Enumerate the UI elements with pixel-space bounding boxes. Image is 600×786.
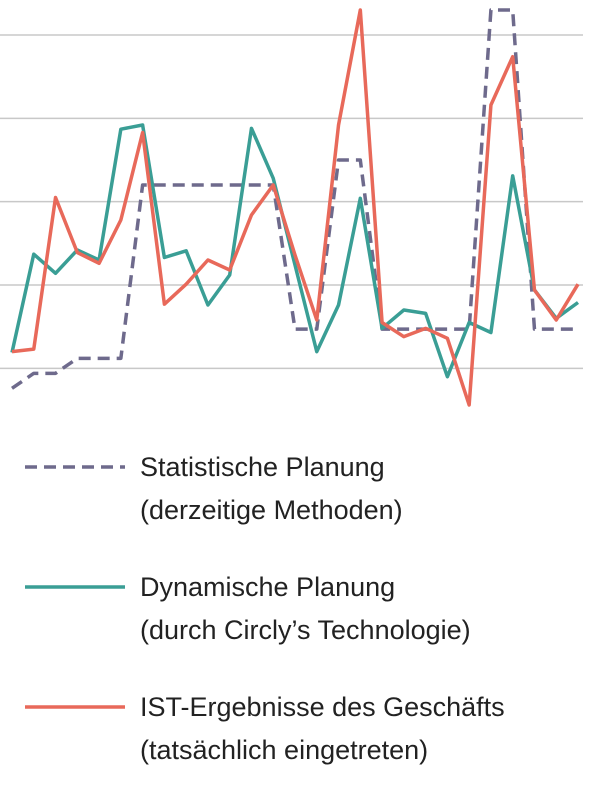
page: {"chart_data": {"type": "line", "categor… bbox=[0, 8, 600, 765]
legend-label: Statistische Planung (derzeitige Methode… bbox=[140, 452, 403, 525]
legend-label: IST-Ergebnisse des Geschäfts (tatsächlic… bbox=[140, 692, 505, 765]
legend-swatch bbox=[25, 465, 125, 469]
series-line bbox=[11, 8, 580, 407]
series-line bbox=[11, 8, 578, 390]
legend-label: Dynamische Planung (durch Circly’s Techn… bbox=[140, 572, 471, 645]
legend-item: Statistische Planung (derzeitige Methode… bbox=[0, 446, 600, 546]
legend-item: IST-Ergebnisse des Geschäfts (tatsächlic… bbox=[0, 686, 600, 786]
legend-item: Dynamische Planung (durch Circly’s Techn… bbox=[0, 566, 600, 666]
series-line bbox=[10, 123, 580, 379]
chart bbox=[0, 8, 583, 407]
legend-swatch bbox=[25, 585, 125, 589]
legend-swatch bbox=[25, 705, 125, 709]
